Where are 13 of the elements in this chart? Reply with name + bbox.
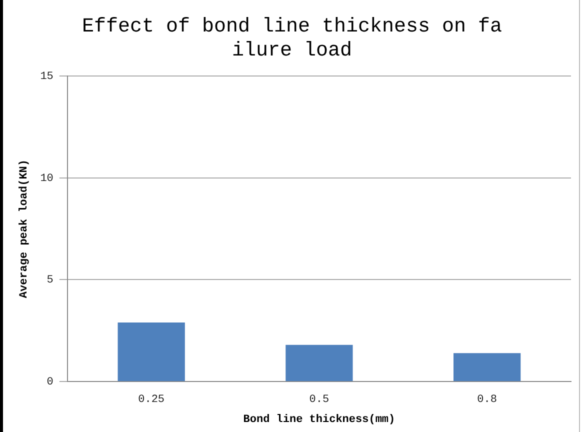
x-tick-label: 0.25 [138, 394, 165, 406]
chart-title: Effect of bond line thickness on failure load [82, 15, 502, 62]
y-tick-label: 15 [40, 70, 54, 83]
y-axis-title: Average peak load(KN) [18, 159, 30, 298]
y-tick-label: 0 [46, 376, 54, 389]
x-tick-label: 0.8 [477, 394, 497, 406]
bar [286, 344, 353, 382]
x-axis-title: Bond line thickness(mm) [243, 414, 396, 426]
y-tick-label: 10 [40, 172, 54, 185]
bar [118, 322, 185, 382]
x-tick-label: 0.5 [309, 394, 330, 406]
y-tick-label: 5 [46, 274, 54, 287]
bar [453, 353, 521, 382]
